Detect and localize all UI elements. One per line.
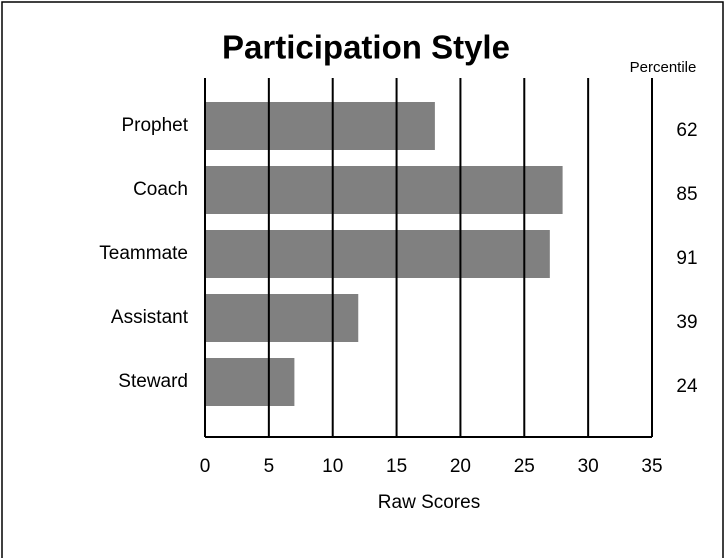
x-tick-label: 25 — [514, 456, 535, 477]
x-tick-label: 30 — [578, 456, 599, 477]
x-tick-label: 20 — [450, 456, 471, 477]
bar — [205, 102, 435, 150]
x-tick-label: 0 — [200, 456, 211, 477]
bar — [205, 166, 563, 214]
y-tick-label: Teammate — [99, 243, 188, 264]
x-tick-label: 15 — [386, 456, 407, 477]
percentile-label: 39 — [676, 312, 697, 333]
bar — [205, 294, 359, 342]
percentile-label: 91 — [676, 248, 697, 269]
x-tick-label: 10 — [322, 456, 343, 477]
percentile-label: 85 — [676, 184, 697, 205]
chart-title: Participation Style — [222, 29, 510, 66]
y-tick-label: Prophet — [121, 115, 188, 136]
percentile-label: 62 — [676, 120, 697, 141]
y-tick-label: Assistant — [111, 307, 189, 328]
percentile-header: Percentile — [630, 59, 697, 76]
x-tick-label: 5 — [264, 456, 275, 477]
bar — [205, 230, 550, 278]
x-tick-label: 35 — [641, 456, 662, 477]
y-tick-label: Steward — [118, 371, 188, 392]
bar — [205, 358, 295, 406]
x-axis-label: Raw Scores — [378, 492, 480, 513]
y-tick-label: Coach — [133, 179, 188, 200]
percentile-label: 24 — [676, 376, 698, 397]
